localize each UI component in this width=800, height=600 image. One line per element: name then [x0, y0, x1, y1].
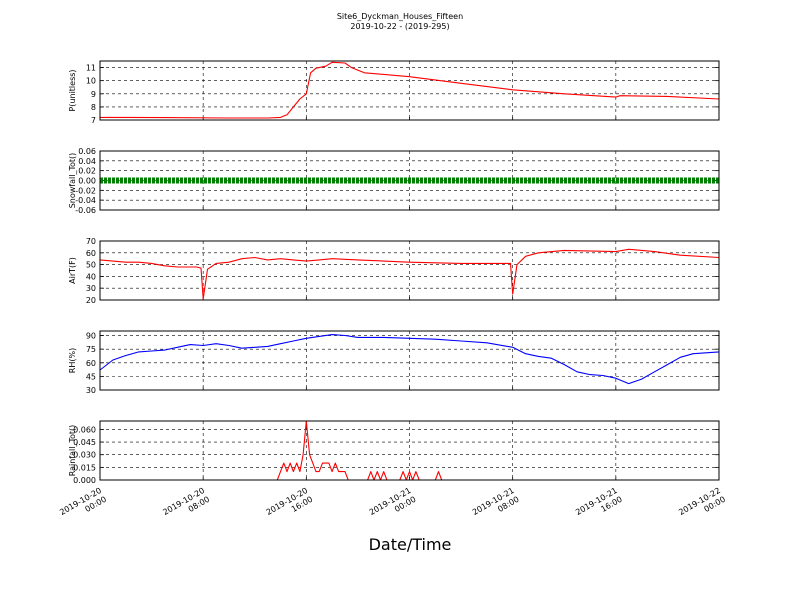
figure-title: Site6_Dyckman_Houses_Fifteen — [337, 12, 463, 21]
y-tick-label: 30 — [86, 284, 96, 293]
series-line — [100, 420, 719, 481]
y-tick-label: 60 — [86, 249, 96, 258]
y-tick-label: -0.02 — [75, 186, 96, 195]
figure-subtitle: 2019-10-22 - (2019-295) — [350, 22, 449, 31]
x-tick-label: 2019-10-2008:00 — [161, 486, 211, 526]
y-tick-label: 0.060 — [73, 425, 96, 434]
y-tick-label: 0.015 — [73, 463, 96, 472]
x-tick-label: 2019-10-2116:00 — [574, 486, 624, 526]
y-tick-label: 30 — [86, 386, 96, 395]
y-axis-label: AirT(F) — [68, 257, 77, 284]
series-line — [99, 334, 720, 385]
x-tick-label: 2019-10-2200:00 — [677, 486, 727, 526]
y-tick-label: 60 — [86, 359, 96, 368]
y-tick-label: 0.045 — [73, 438, 96, 447]
y-tick-label: 75 — [86, 345, 96, 354]
y-tick-label: 0.04 — [78, 157, 96, 166]
y-tick-label: -0.06 — [75, 206, 96, 215]
y-tick-label: -0.04 — [75, 196, 96, 205]
plot-frame — [99, 150, 720, 211]
subplot-3: 20 30 40 50 60 70 AirT(F) — [68, 237, 720, 305]
subplot-2: -0.06-0.04-0.020.000.020.040.06Snowfall_… — [68, 147, 720, 215]
y-tick-label: 0.06 — [78, 147, 96, 156]
x-tick-label: 2019-10-2000:00 — [58, 486, 108, 526]
plot-frame — [99, 60, 720, 121]
x-axis-label: Date/Time — [369, 535, 452, 554]
y-tick-label: 0.02 — [78, 167, 96, 176]
y-tick-label: 70 — [86, 237, 96, 246]
y-tick-label: 40 — [86, 272, 96, 281]
y-tick-label: 45 — [86, 372, 96, 381]
y-axis-label: Snowfall_Tot() — [68, 153, 77, 209]
subplot-1: 7 8 9 10 11 P(unitless) — [68, 60, 720, 125]
y-axis-label: RH(%) — [68, 348, 77, 373]
y-tick-label: 20 — [86, 296, 96, 305]
y-tick-label: 10 — [86, 77, 96, 86]
x-tick-label: 2019-10-2108:00 — [471, 486, 521, 526]
plot-frame — [99, 240, 720, 301]
y-tick-label: 8 — [91, 103, 96, 112]
y-axis-label: Rainfall_Tot() — [68, 425, 77, 477]
x-tick-label: 2019-10-2016:00 — [265, 486, 315, 526]
plot-frame — [99, 330, 720, 391]
x-tick-label: 2019-10-2100:00 — [368, 486, 418, 526]
series-line — [99, 61, 720, 119]
y-tick-label: 11 — [86, 64, 96, 73]
y-tick-label: 9 — [91, 90, 96, 99]
y-tick-label: 0.030 — [73, 451, 96, 460]
plot-frame — [99, 420, 720, 481]
subplot-4: 30 45 60 75 90 RH(%) — [68, 330, 720, 395]
y-axis-label: P(unitless) — [68, 69, 77, 111]
y-tick-label: 90 — [86, 332, 96, 341]
y-tick-label: 50 — [86, 261, 96, 270]
y-tick-label: 7 — [91, 116, 96, 125]
y-tick-label: 0.000 — [73, 476, 96, 485]
series-line — [99, 248, 720, 300]
y-tick-label: 0.00 — [78, 177, 96, 186]
